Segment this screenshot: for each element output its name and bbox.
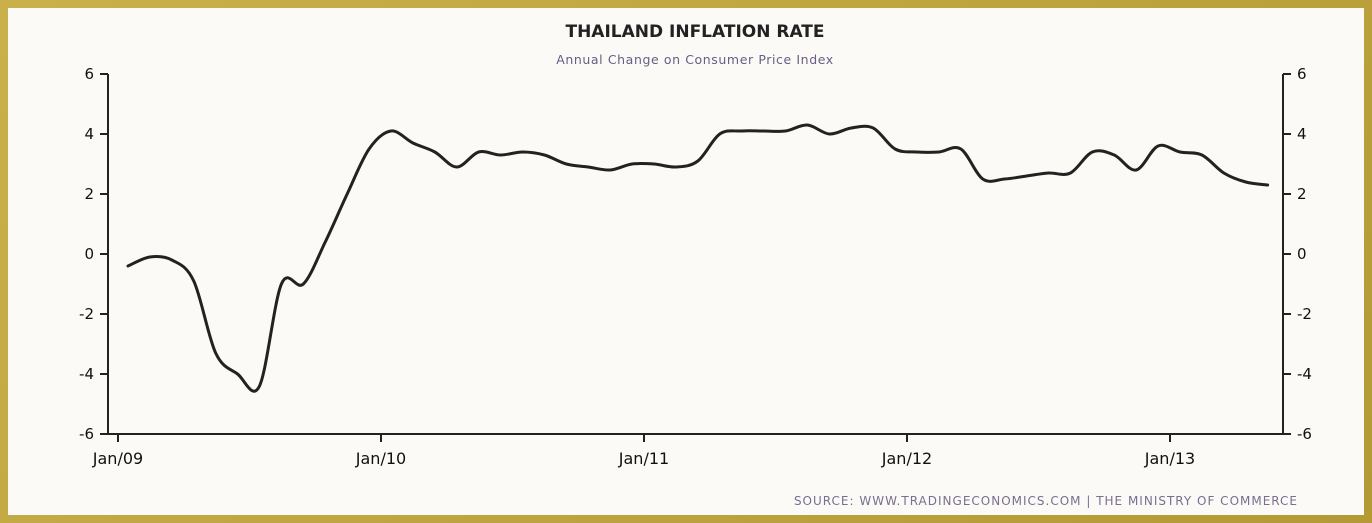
chart-panel <box>8 8 1364 515</box>
y-tick-label-right: 2 <box>1297 185 1307 203</box>
y-tick-label-left: 0 <box>84 245 94 263</box>
tick-labels: 6 6 4 4 2 2 0 0 -2 -2 -4 -4 -6 -6 Jan/09 Jan/10 Jan/11 Ja… <box>79 65 1312 468</box>
y-tick-label-right: -2 <box>1297 305 1312 323</box>
x-tick-label: Jan/13 <box>1144 449 1195 468</box>
y-tick-label-left: -6 <box>79 425 94 443</box>
y-tick-label-right: 6 <box>1297 65 1307 83</box>
y-tick-label-right: 4 <box>1297 125 1307 143</box>
source-note: SOURCE: WWW.TRADINGECONOMICS.COM | THE M… <box>793 494 1298 508</box>
y-tick-label-right: -6 <box>1297 425 1312 443</box>
y-tick-label-left: 4 <box>84 125 94 143</box>
x-tick-label: Jan/11 <box>618 449 669 468</box>
y-tick-label-right: -4 <box>1297 365 1312 383</box>
y-tick-label-right: 0 <box>1297 245 1307 263</box>
axes <box>100 73 1291 442</box>
chart-title: THAILAND INFLATION RATE <box>565 22 825 42</box>
x-tick-label: Jan/12 <box>881 449 932 468</box>
x-tick-label: Jan/09 <box>92 449 143 468</box>
y-tick-label-left: 6 <box>84 65 94 83</box>
chart-subtitle: Annual Change on Consumer Price Index <box>556 52 834 67</box>
inflation-line <box>126 123 1270 393</box>
y-tick-label-left: -4 <box>79 365 94 383</box>
x-tick-label: Jan/10 <box>355 449 406 468</box>
y-tick-label-left: 2 <box>84 185 94 203</box>
y-tick-label-left: -2 <box>79 305 94 323</box>
